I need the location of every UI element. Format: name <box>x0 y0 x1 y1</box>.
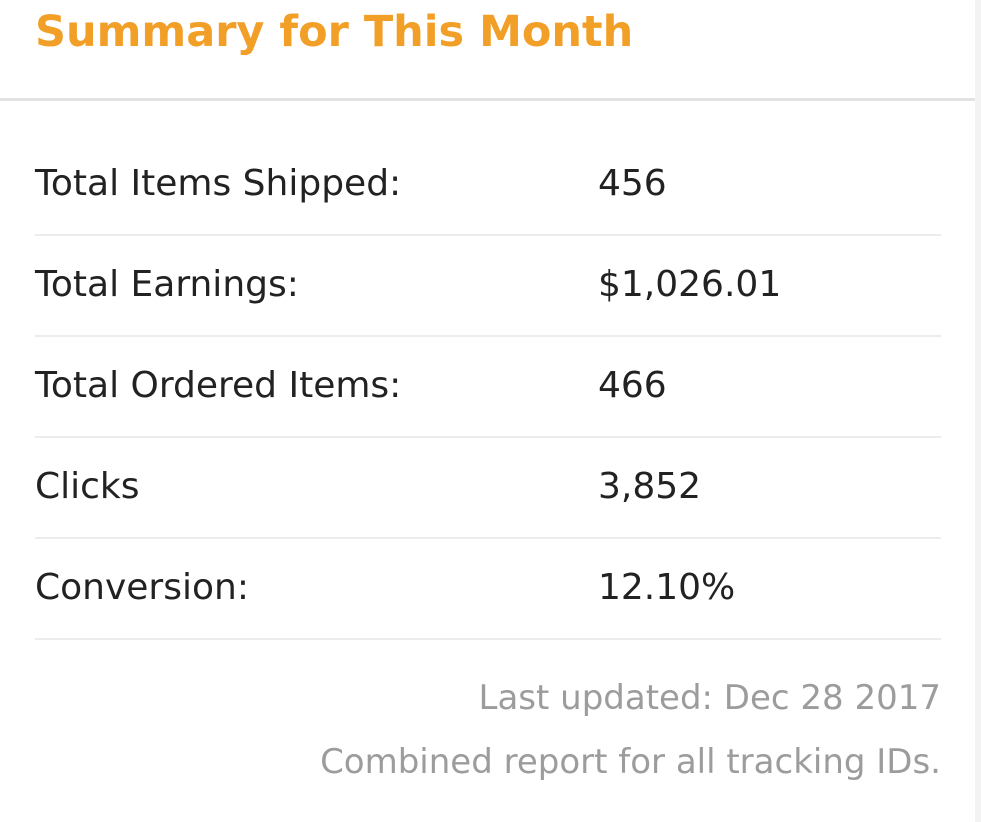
ordered-items-label: Total Ordered Items: <box>35 365 402 406</box>
clicks-value: 3,852 <box>598 466 702 507</box>
panel-right-edge <box>975 0 981 822</box>
summary-row-items-shipped: Total Items Shipped: 456 <box>35 135 941 236</box>
combined-report-note: Combined report for all tracking IDs. <box>320 742 941 782</box>
earnings-label: Total Earnings: <box>35 264 299 305</box>
summary-header: Summary for This Month <box>0 0 975 101</box>
summary-table: Total Items Shipped: 456 Total Earnings:… <box>35 135 941 640</box>
conversion-value: 12.10% <box>598 567 736 608</box>
summary-row-conversion: Conversion: 12.10% <box>35 539 941 640</box>
earnings-value: $1,026.01 <box>598 264 782 305</box>
summary-title: Summary for This Month <box>35 7 634 57</box>
summary-row-ordered-items: Total Ordered Items: 466 <box>35 337 941 438</box>
items-shipped-label: Total Items Shipped: <box>35 163 402 204</box>
summary-row-clicks: Clicks 3,852 <box>35 438 941 539</box>
items-shipped-value: 456 <box>598 163 667 204</box>
summary-row-earnings: Total Earnings: $1,026.01 <box>35 236 941 337</box>
clicks-label: Clicks <box>35 466 140 507</box>
last-updated-text: Last updated: Dec 28 2017 <box>478 678 941 718</box>
ordered-items-value: 466 <box>598 365 667 406</box>
conversion-label: Conversion: <box>35 567 249 608</box>
